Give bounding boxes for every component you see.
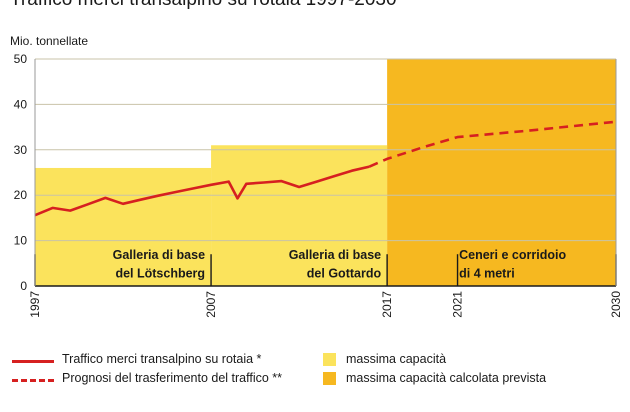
capacity-area-1-0 xyxy=(387,59,616,286)
legend-label: Prognosi del trasferimento del traffico … xyxy=(62,371,283,385)
legend-label: Traffico merci transalpino su rotaia * xyxy=(62,352,262,366)
y-tick-label: 50 xyxy=(14,52,28,66)
region-label-line1: Galleria di base xyxy=(289,248,381,262)
capacity-area-0-0 xyxy=(35,167,212,286)
x-tick-label: 2017 xyxy=(380,291,394,318)
forecast-line xyxy=(368,120,617,168)
x-tick-label: 1997 xyxy=(28,291,42,318)
region-label-line1: Galleria di base xyxy=(113,248,205,262)
y-tick-label: 40 xyxy=(14,97,28,111)
legend-swatch-box xyxy=(323,353,336,366)
region-label-line2: di 4 metri xyxy=(459,266,515,280)
y-tick-label: 30 xyxy=(14,143,28,157)
region-label-line2: del Lötschberg xyxy=(115,266,205,280)
legend-item-forecast: Prognosi del trasferimento del traffico … xyxy=(12,371,312,389)
series-lines xyxy=(34,120,617,217)
rail-traffic-line xyxy=(34,165,370,217)
axes xyxy=(34,59,617,286)
region-label-line1: Ceneri e corridoio xyxy=(459,248,566,262)
gridlines xyxy=(35,58,616,287)
y-tick-label: 10 xyxy=(14,234,28,248)
y-tick-label: 0 xyxy=(20,279,27,293)
y-axis-label: Mio. tonnellate xyxy=(10,34,88,48)
legend-swatch-dashed-line xyxy=(12,379,54,382)
legend-swatch-solid-line xyxy=(12,360,54,363)
x-tick-label: 2007 xyxy=(204,291,218,318)
x-tick-label: 2021 xyxy=(451,291,465,318)
legend-swatch-box xyxy=(323,372,336,385)
legend-item-max-capacity: massima capacità xyxy=(323,352,613,370)
legend-item-rail-traffic: Traffico merci transalpino su rotaia * xyxy=(12,352,312,370)
x-tick-label: 2030 xyxy=(609,291,623,318)
capacity-area-0-1 xyxy=(211,145,388,286)
legend-item-forecast-capacity: massima capacità calcolata prevista xyxy=(323,371,613,389)
y-tick-label: 20 xyxy=(14,188,28,202)
legend-label: massima capacità xyxy=(346,352,447,366)
legend-label: massima capacità calcolata prevista xyxy=(346,371,547,385)
chart-title: Traffico merci transalpino su rotaia 199… xyxy=(10,0,397,11)
region-label-line2: del Gottardo xyxy=(307,266,382,280)
